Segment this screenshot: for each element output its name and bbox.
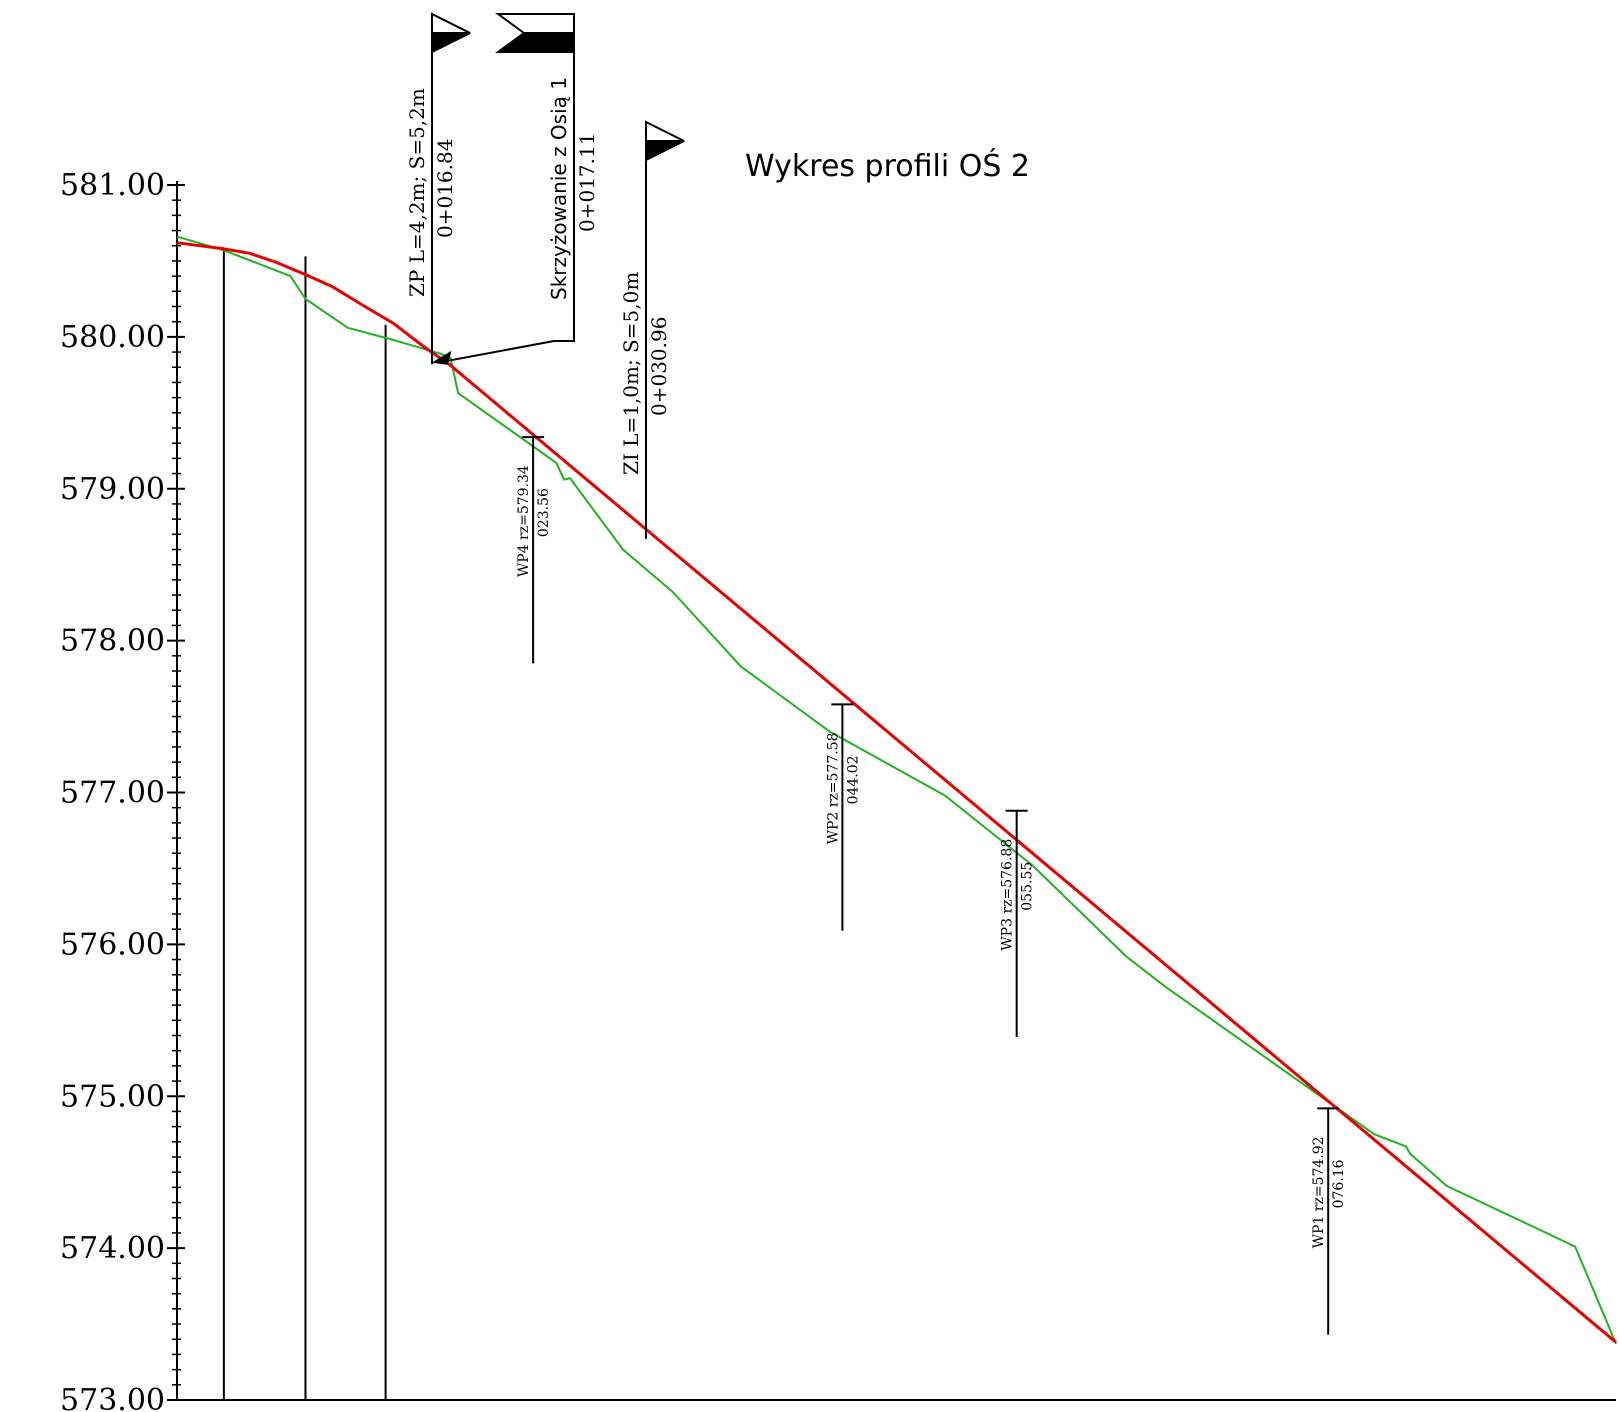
y-tick-label: 577.00 (60, 776, 165, 811)
flag-bottom-icon (494, 32, 575, 53)
arrow-head-icon (431, 350, 452, 365)
well-label: WP4 rz=579.34 (516, 465, 532, 577)
flag-top-icon (645, 120, 685, 142)
chart-title: Wykres profili OŚ 2 (745, 147, 1030, 184)
y-tick-label: 579.00 (60, 472, 165, 507)
y-tick-label: 578.00 (60, 624, 165, 659)
y-tick-label: 574.00 (60, 1231, 165, 1266)
marker-station: 0+016.84 (433, 139, 457, 238)
marker-zi: ZI L=1,0m; S=5,0m 0+030.96 (619, 120, 685, 539)
marker-pole (437, 14, 575, 364)
flag-bottom-icon (645, 140, 685, 162)
well-wp4: WP4 rz=579.34 023.56 (516, 436, 552, 664)
station-verticals (222, 248, 387, 1400)
well-station: 044.02 (845, 755, 861, 804)
well-label: WP1 rz=574.92 (1311, 1136, 1327, 1248)
profile-markers: ZP L=4,2m; S=5,2m 0+016.84 Skrzyżowanie z … (405, 12, 685, 539)
flag-top-icon (494, 13, 575, 34)
y-tick-label: 575.00 (60, 1079, 165, 1114)
well-station: 076.16 (1331, 1159, 1347, 1208)
marker-zp: ZP L=4,2m; S=5,2m 0+016.84 (405, 12, 471, 365)
well-station: 023.56 (536, 488, 552, 537)
marker-label: ZI L=1,0m; S=5,0m (619, 272, 643, 475)
well-wp2: WP2 rz=577.58 044.02 (825, 703, 861, 931)
marker-station: 0+017.11 (575, 133, 599, 232)
well-wp1: WP1 rz=574.92 076.16 (1311, 1107, 1347, 1335)
y-tick-label: 581.00 (60, 168, 165, 203)
well-label: WP2 rz=577.58 (825, 732, 841, 844)
well-station: 055.55 (1020, 862, 1036, 911)
y-tick-label: 573.00 (60, 1383, 165, 1412)
y-tick-label: 580.00 (60, 320, 165, 355)
marker-label: Skrzyżowanie z Osią 1 (547, 77, 571, 300)
flag-top-icon (431, 12, 471, 34)
y-tick-label: 576.00 (60, 927, 165, 962)
marker-skrz: Skrzyżowanie z Osią 1 0+017.11 (431, 13, 599, 365)
profile-series (176, 235, 1617, 1345)
marker-station: 0+030.96 (647, 317, 671, 416)
flag-bottom-icon (431, 32, 471, 54)
well-wp3: WP3 rz=576.88 055.55 (1000, 809, 1036, 1038)
design-profile-line (176, 241, 1617, 1344)
well-label: WP3 rz=576.88 (1000, 839, 1016, 951)
marker-label: ZP L=4,2m; S=5,2m (405, 88, 429, 297)
y-axis: 581.00 580.00 579.00 578.00 577.00 576.00 575.… (60, 168, 1616, 1412)
terrain-profile-line (176, 235, 1617, 1345)
